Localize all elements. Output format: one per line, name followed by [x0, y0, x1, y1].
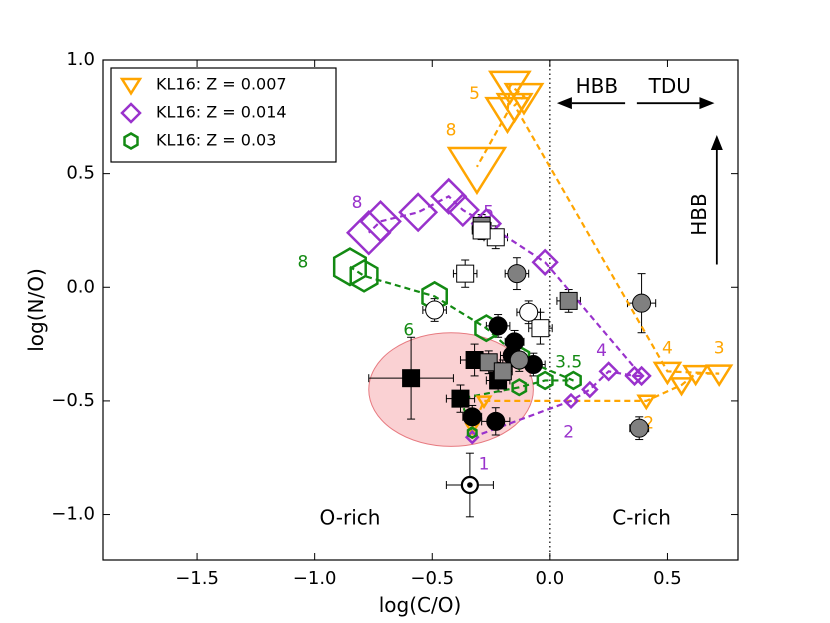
series-2-marker	[466, 426, 478, 440]
series-track-0	[471, 82, 720, 429]
white-circle-point	[425, 300, 445, 320]
x-tick-label: −1.5	[175, 568, 219, 589]
series-2-marker	[332, 247, 367, 287]
black-square-point	[451, 389, 470, 408]
series-0-marker	[488, 70, 532, 106]
x-tick-label: −1.0	[293, 568, 337, 589]
series-2-marker	[349, 259, 379, 293]
series-1-marker	[581, 380, 599, 399]
series-1-marker	[359, 199, 402, 243]
y-tick-label: 0.0	[66, 276, 95, 297]
gray-square-point	[493, 362, 512, 381]
series-1-marker	[562, 392, 580, 409]
white-square-point	[472, 221, 491, 240]
white-circle-point	[519, 302, 539, 322]
gray-circle-point	[629, 418, 649, 438]
annotation-text: HBB	[576, 74, 618, 98]
black-square-point	[402, 369, 421, 388]
series-1-marker	[345, 209, 392, 256]
solar-symbol-dot	[467, 482, 473, 488]
white-square-point	[531, 319, 550, 338]
series-0-marker	[636, 394, 657, 411]
legend-label-2: KL16: Z = 0.03	[156, 131, 276, 150]
legend-box	[110, 67, 337, 163]
arrow-head	[699, 97, 715, 110]
series-1-marker	[398, 192, 439, 233]
annotation-text: C-rich	[612, 506, 671, 530]
black-circle-point	[486, 411, 506, 431]
series-1-marker	[445, 192, 481, 228]
series-0-marker	[705, 364, 734, 388]
series-1-marker	[624, 365, 645, 387]
x-tick-label: 0.0	[536, 568, 565, 589]
legend-label-1: KL16: Z = 0.014	[156, 103, 287, 122]
legend: KL16: Z = 0.007 KL16: Z = 0.014 KL16: Z = …	[110, 67, 337, 163]
series-0-marker	[669, 377, 694, 397]
black-circle-point	[462, 407, 482, 427]
series-1-marker	[631, 365, 652, 387]
y-tick-label: 1.0	[66, 49, 95, 70]
series-1-mass-label: 2	[563, 423, 574, 443]
series-1-mass-label: 5	[483, 202, 494, 222]
series-0-mass-label: 4	[662, 339, 673, 359]
series-0-marker	[446, 146, 508, 196]
series-track-2	[349, 265, 574, 434]
gray-circle-point	[507, 264, 527, 284]
gray-circle-point	[509, 350, 529, 370]
series-1-marker	[598, 361, 619, 382]
series-0-mass-label: 8	[446, 120, 457, 140]
series-0-marker	[484, 96, 531, 135]
legend-marker-0	[119, 77, 143, 96]
series-2-mass-label: 3.5	[555, 352, 582, 372]
annotation-text: O-rich	[319, 506, 380, 530]
series-2-marker	[564, 370, 582, 391]
axes: −1.5 −1.0 −0.5 0.0 0.5 −1.0 −0.5 0.0 0.5 1.0	[51, 49, 739, 589]
arrow-head	[710, 135, 723, 150]
gray-square-point	[559, 291, 578, 310]
y-tick-label: −0.5	[51, 390, 95, 411]
series-0-marker	[652, 361, 683, 386]
gray-square-point	[479, 353, 498, 372]
series-1-marker	[531, 248, 559, 276]
series-2-marker	[511, 378, 528, 397]
x-axis-label: log(C/O)	[379, 593, 462, 617]
arrow-head	[556, 97, 572, 110]
vertical-annotation: HBB	[687, 193, 711, 235]
legend-label-0: KL16: Z = 0.007	[156, 75, 287, 94]
series-track-1	[367, 195, 644, 439]
series-0-mass-label: 3	[714, 339, 725, 359]
legend-marker-2	[123, 132, 139, 150]
legend-marker-1	[120, 102, 142, 124]
series-0-marker	[475, 395, 493, 410]
series-0-mass-label: 5	[469, 84, 480, 104]
x-tick-label: 0.5	[653, 568, 682, 589]
series-1-mass-label: 4	[596, 341, 607, 361]
y-tick-label: 0.5	[66, 163, 95, 184]
series-0-mass-label: 2	[643, 414, 654, 434]
series-0-marker	[682, 364, 710, 387]
series-1-marker	[430, 177, 468, 215]
plot-frame	[102, 59, 739, 561]
series-2-mass-label: 6	[403, 320, 414, 340]
y-tick-label: −1.0	[51, 504, 95, 525]
black-circle-point	[488, 316, 508, 336]
y-axis-label: log(N/O)	[24, 268, 48, 352]
series-1-mass-label: 8	[352, 193, 363, 213]
x-tick-label: −0.5	[410, 568, 454, 589]
gray-circle-point	[632, 293, 652, 313]
series-1-mass-label: 1	[479, 455, 490, 475]
series-2-mass-label: 8	[297, 252, 308, 272]
white-square-point	[456, 264, 475, 283]
annotation-text: TDU	[648, 74, 691, 98]
series-2-marker	[536, 370, 554, 391]
